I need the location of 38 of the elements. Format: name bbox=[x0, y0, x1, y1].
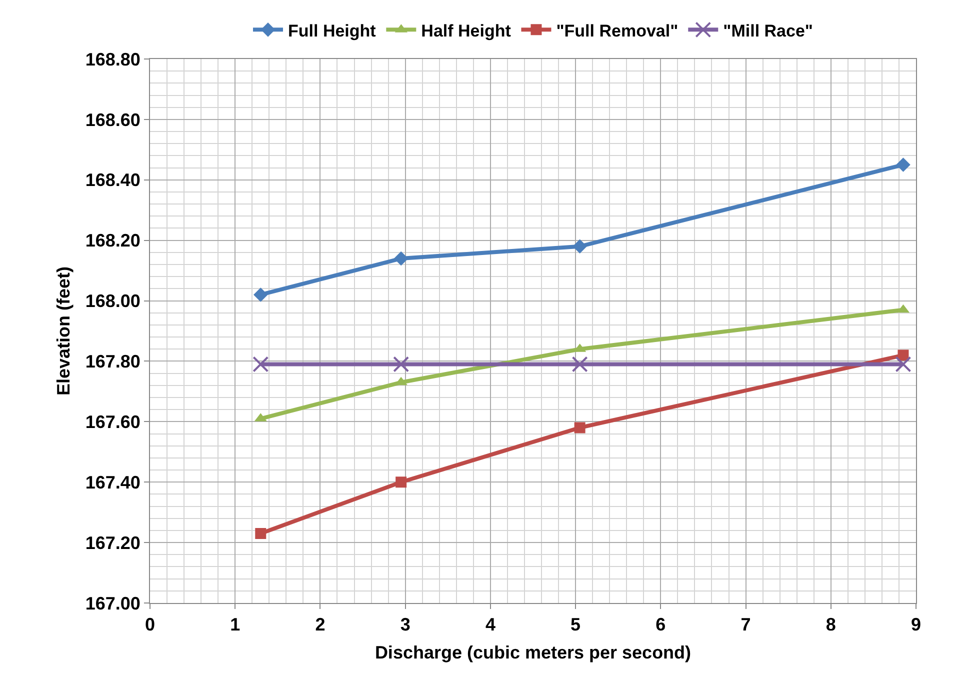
y-tick-label: 167.20 bbox=[85, 532, 140, 553]
x-tick-label: 2 bbox=[315, 614, 326, 635]
point bbox=[255, 528, 266, 539]
point bbox=[572, 356, 588, 372]
y-tick-label: 167.80 bbox=[85, 352, 140, 372]
y-tick-label: 168.60 bbox=[85, 110, 140, 130]
x-tick-label: 8 bbox=[826, 614, 836, 635]
point bbox=[895, 356, 912, 372]
x-tick-label: 3 bbox=[400, 614, 410, 635]
x-tick-label: 9 bbox=[910, 614, 922, 635]
y-tick-label: 167.40 bbox=[85, 472, 140, 492]
x-tick-label: 5 bbox=[570, 614, 581, 635]
point bbox=[394, 251, 408, 266]
x-tick-label: 7 bbox=[740, 614, 751, 635]
point bbox=[393, 356, 410, 372]
point bbox=[572, 239, 587, 254]
x-tick-label: 1 bbox=[230, 614, 240, 635]
y-tick-label: 168.00 bbox=[85, 291, 140, 312]
point bbox=[896, 158, 910, 172]
x-tick-label: 4 bbox=[485, 614, 496, 635]
legend-label: "Mill Race" bbox=[723, 21, 813, 40]
y-tick-label: 168.80 bbox=[85, 49, 140, 70]
point bbox=[253, 288, 268, 302]
point bbox=[574, 422, 586, 434]
point bbox=[898, 350, 909, 361]
y-tick-label: 167.60 bbox=[85, 412, 140, 432]
legend-label: Full Height bbox=[288, 21, 376, 40]
point bbox=[252, 356, 269, 372]
y-axis-title: Elevation (feet) bbox=[54, 266, 74, 396]
y-tick-label: 168.40 bbox=[85, 170, 140, 190]
x-axis-title: Discharge (cubic meters per second) bbox=[374, 642, 692, 663]
legend-label: "Full Removal" bbox=[556, 21, 678, 40]
x-tick-label: 0 bbox=[144, 614, 156, 635]
point bbox=[396, 476, 407, 488]
y-tick-label: 168.20 bbox=[85, 230, 140, 251]
legend-label: Half Height bbox=[421, 21, 512, 40]
x-tick-label: 6 bbox=[656, 614, 666, 635]
y-tick-label: 167.00 bbox=[85, 593, 140, 614]
